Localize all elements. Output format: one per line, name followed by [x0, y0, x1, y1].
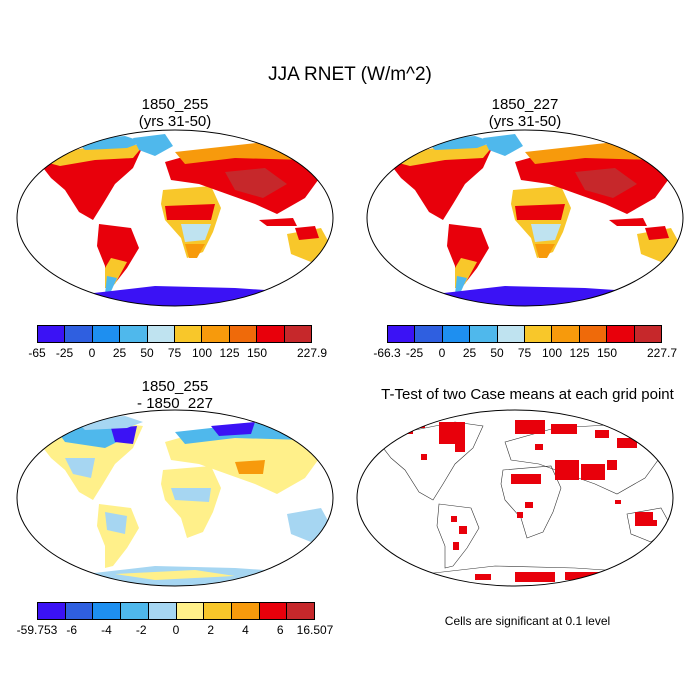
colorbar-tick-label: 125	[219, 346, 240, 360]
significance-note: Cells are significant at 0.1 level	[444, 614, 611, 628]
colorbar-1-labels: -65 -25 0 25 50 75 100 125 150 227.9	[28, 346, 327, 360]
colorbar-2-labels: -66.3 -25 0 25 50 75 100 125 150 227.7	[373, 346, 677, 360]
colorbar-swatch	[470, 326, 498, 342]
colorbar-3-swatches	[37, 602, 315, 620]
colorbar-tick-label: 6	[276, 623, 284, 637]
colorbar-tick-label: 50	[140, 346, 154, 360]
colorbar-swatch	[65, 326, 93, 342]
significant-cells	[399, 420, 657, 582]
colorbar-tick-label: 16.507	[296, 623, 334, 637]
africa-land	[161, 466, 221, 538]
colorbar-tick-label: 0	[172, 623, 180, 637]
colorbar-swatch	[607, 326, 635, 342]
colorbar-swatch	[38, 603, 66, 619]
colorbar-2-swatches	[387, 325, 662, 343]
colorbar-swatch	[148, 603, 177, 619]
panel3-title-line1: 1850_255	[141, 378, 209, 395]
panel1-title-line2: (yrs 31-50)	[138, 113, 212, 130]
colorbar-swatch	[552, 326, 580, 342]
africa-land	[161, 186, 221, 258]
colorbar-tick-label: 2	[207, 623, 215, 637]
colorbar-swatch	[284, 326, 312, 342]
map-panel-4	[356, 409, 674, 587]
colorbar-swatch	[259, 603, 288, 619]
colorbar-swatch	[442, 326, 471, 342]
colorbar-tick-label: 100	[191, 346, 213, 360]
panel4-title: T-Test of two Case means at each grid po…	[381, 386, 674, 403]
figure-title: JJA RNET (W/m^2)	[268, 64, 432, 85]
panel2-title-line2: (yrs 31-50)	[488, 113, 562, 130]
panel3-title: 1850_255 - 1850_227	[15, 378, 335, 412]
colorbar-swatch	[92, 326, 121, 342]
colorbar-3-labels: -59.753 -6 -4 -2 0 2 4 6 16.507	[17, 623, 334, 637]
colorbar-swatch	[38, 326, 66, 342]
colorbar-3: -59.753 -6 -4 -2 0 2 4 6 16.507	[17, 602, 334, 637]
colorbar-swatch	[204, 603, 232, 619]
colorbar-tick-label: 150	[596, 346, 618, 360]
colorbar-swatch	[121, 603, 149, 619]
colorbar-swatch	[497, 326, 526, 342]
colorbar-swatch	[287, 603, 315, 619]
colorbar-tick-label: 50	[490, 346, 504, 360]
colorbar-swatch	[202, 326, 230, 342]
colorbar-tick-label: 227.9	[296, 346, 328, 360]
colorbar-1-swatches	[37, 325, 312, 343]
colorbar-swatch	[634, 326, 662, 342]
colorbar-swatch	[579, 326, 608, 342]
colorbar-swatch	[120, 326, 148, 342]
colorbar-tick-label: -4	[101, 623, 112, 637]
panel2-title: 1850_227 (yrs 31-50)	[365, 96, 685, 130]
colorbar-tick-label: -2	[135, 623, 147, 637]
colorbar-tick-label: 125	[569, 346, 590, 360]
colorbar-tick-label: 75	[167, 346, 182, 360]
colorbar-swatch	[176, 603, 205, 619]
colorbar-2: -66.3 -25 0 25 50 75 100 125 150 227.7	[373, 325, 677, 360]
colorbar-tick-label: 4	[242, 623, 249, 637]
colorbar-swatch	[229, 326, 258, 342]
colorbar-swatch	[388, 326, 416, 342]
map-panel-2	[366, 129, 684, 307]
colorbar-swatch	[65, 603, 94, 619]
colorbar-swatch	[231, 603, 260, 619]
colorbar-tick-label: -65	[28, 346, 46, 360]
colorbar-tick-label: -66.3	[373, 346, 401, 360]
colorbar-tick-label: -59.753	[16, 623, 58, 637]
panel3-title-line2: - 1850_227	[137, 395, 213, 412]
panel2-title-line1: 1850_227	[491, 96, 559, 113]
colorbar-swatch	[415, 326, 443, 342]
colorbar-1: -65 -25 0 25 50 75 100 125 150 227.9	[28, 325, 327, 360]
colorbar-swatch	[257, 326, 285, 342]
colorbar-tick-label: -25	[405, 346, 424, 360]
colorbar-swatch	[147, 326, 176, 342]
colorbar-swatch	[175, 326, 203, 342]
colorbar-tick-label: 100	[541, 346, 563, 360]
south-america-outline	[436, 503, 480, 569]
colorbar-swatch	[93, 603, 122, 619]
colorbar-swatch	[525, 326, 553, 342]
africa-land	[511, 186, 571, 258]
map-panel-3	[16, 409, 334, 587]
panel1-title: 1850_255 (yrs 31-50)	[15, 96, 335, 130]
colorbar-tick-label: -6	[66, 623, 78, 637]
colorbar-tick-label: 25	[112, 346, 127, 360]
colorbar-tick-label: -25	[55, 346, 74, 360]
colorbar-tick-label: 75	[517, 346, 532, 360]
colorbar-tick-label: 150	[246, 346, 268, 360]
colorbar-tick-label: 25	[462, 346, 477, 360]
colorbar-tick-label: 227.7	[646, 346, 678, 360]
colorbar-tick-label: 0	[438, 346, 446, 360]
colorbar-tick-label: 0	[88, 346, 96, 360]
map-panel-1	[16, 129, 334, 307]
panel1-title-line1: 1850_255	[141, 96, 209, 113]
